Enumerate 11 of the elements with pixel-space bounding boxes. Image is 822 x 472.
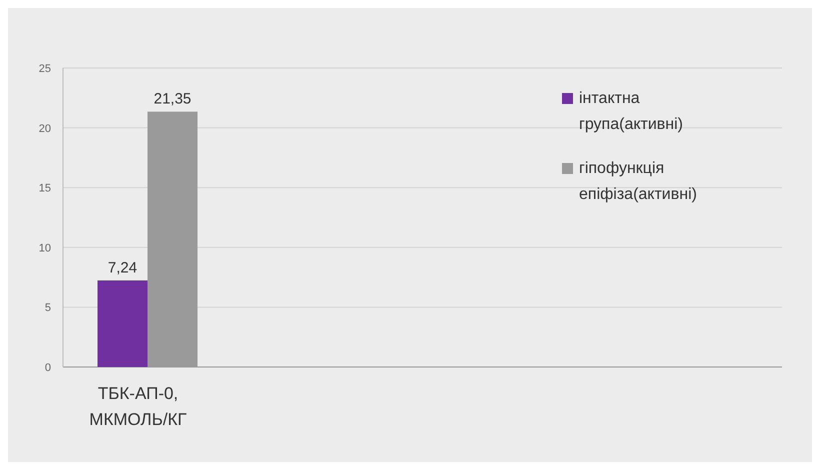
data-label: 7,24 — [108, 259, 138, 276]
y-tick-label: 25 — [38, 63, 51, 75]
y-tick-label: 10 — [38, 242, 51, 254]
data-label: 21,35 — [154, 90, 192, 108]
legend-label: інтактна група(активні) — [579, 90, 684, 133]
legend-label: гіпофункція епіфіза(активні) — [579, 160, 697, 203]
x-tick-label: ТБК-АП-0, МКМОЛЬ/КГ — [89, 384, 187, 429]
y-tick-label: 15 — [38, 182, 51, 195]
y-tick-label: 20 — [38, 122, 51, 135]
y-tick-label: 5 — [44, 302, 51, 314]
y-tick-label: 0 — [44, 362, 51, 374]
